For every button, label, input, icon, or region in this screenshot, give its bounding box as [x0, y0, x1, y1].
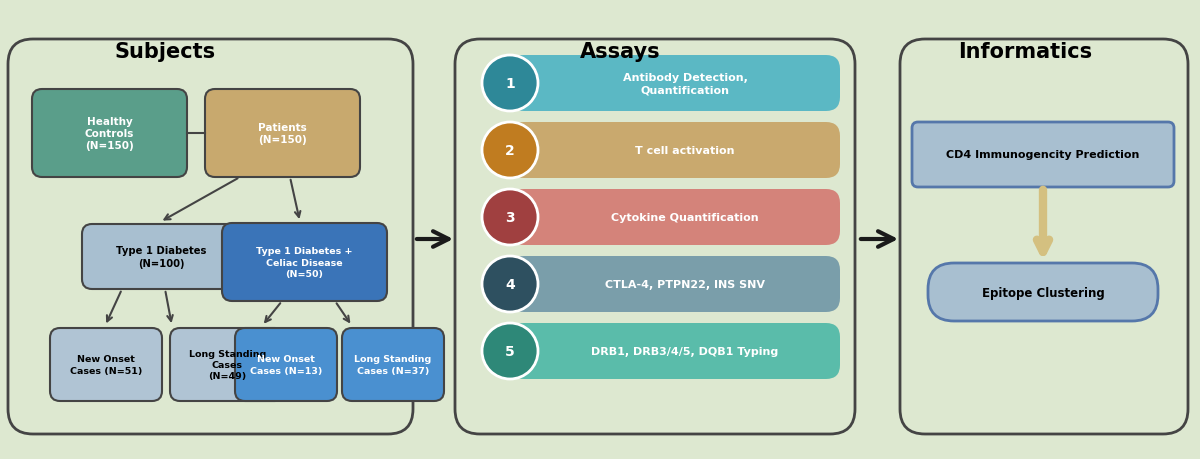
Text: Type 1 Diabetes +
Celiac Disease
(N=50): Type 1 Diabetes + Celiac Disease (N=50) — [257, 247, 353, 278]
Text: Epitope Clustering: Epitope Clustering — [982, 286, 1104, 299]
FancyBboxPatch shape — [928, 263, 1158, 321]
FancyBboxPatch shape — [510, 190, 840, 246]
Text: T cell activation: T cell activation — [635, 146, 734, 156]
Text: CTLA-4, PTPN22, INS SNV: CTLA-4, PTPN22, INS SNV — [605, 280, 766, 289]
FancyBboxPatch shape — [82, 224, 240, 289]
FancyBboxPatch shape — [912, 123, 1174, 188]
Text: Assays: Assays — [580, 42, 660, 62]
FancyBboxPatch shape — [222, 224, 386, 302]
Text: New Onset
Cases (N=51): New Onset Cases (N=51) — [70, 355, 142, 375]
Text: Type 1 Diabetes
(N=100): Type 1 Diabetes (N=100) — [116, 246, 206, 268]
Text: Healthy
Controls
(N=150): Healthy Controls (N=150) — [85, 116, 134, 151]
Text: 2: 2 — [505, 144, 515, 157]
FancyBboxPatch shape — [50, 328, 162, 401]
Text: New Onset
Cases (N=13): New Onset Cases (N=13) — [250, 355, 322, 375]
FancyBboxPatch shape — [510, 123, 840, 179]
Text: Cytokine Quantification: Cytokine Quantification — [611, 213, 758, 223]
Circle shape — [482, 56, 538, 112]
Text: 1: 1 — [505, 77, 515, 91]
FancyBboxPatch shape — [170, 328, 284, 401]
FancyBboxPatch shape — [235, 328, 337, 401]
FancyBboxPatch shape — [510, 323, 840, 379]
Text: 3: 3 — [505, 211, 515, 224]
Text: Subjects: Subjects — [114, 42, 216, 62]
FancyBboxPatch shape — [900, 40, 1188, 434]
Circle shape — [482, 190, 538, 246]
FancyBboxPatch shape — [342, 328, 444, 401]
Text: CD4 Immunogencity Prediction: CD4 Immunogencity Prediction — [947, 150, 1140, 160]
FancyBboxPatch shape — [32, 90, 187, 178]
FancyBboxPatch shape — [455, 40, 856, 434]
Text: Antibody Detection,
Quantification: Antibody Detection, Quantification — [623, 73, 748, 95]
Circle shape — [482, 323, 538, 379]
Circle shape — [482, 123, 538, 179]
Text: 4: 4 — [505, 277, 515, 291]
FancyBboxPatch shape — [205, 90, 360, 178]
Text: Informatics: Informatics — [958, 42, 1092, 62]
FancyBboxPatch shape — [510, 257, 840, 312]
Text: 5: 5 — [505, 344, 515, 358]
FancyBboxPatch shape — [510, 56, 840, 112]
FancyBboxPatch shape — [8, 40, 413, 434]
Text: Patients
(N=150): Patients (N=150) — [258, 123, 307, 145]
Text: Long Standing
Cases (N=37): Long Standing Cases (N=37) — [354, 355, 432, 375]
Text: Long Standing
Cases
(N=49): Long Standing Cases (N=49) — [188, 349, 266, 380]
Text: DRB1, DRB3/4/5, DQB1 Typing: DRB1, DRB3/4/5, DQB1 Typing — [592, 346, 779, 356]
Circle shape — [482, 257, 538, 312]
